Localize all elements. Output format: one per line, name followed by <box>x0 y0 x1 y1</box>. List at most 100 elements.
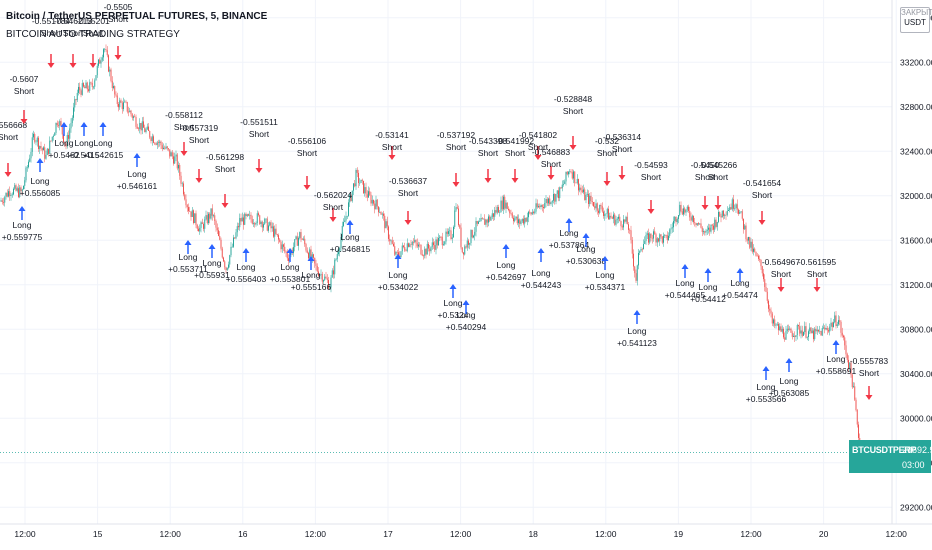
price-axis[interactable]: 29200.0029600.0030000.0030400.0030800.00… <box>900 13 932 513</box>
candle-body <box>766 291 768 301</box>
symbol-title[interactable]: Bitcoin / TetherUS PERPETUAL FUTURES, 5,… <box>6 11 268 22</box>
candle-body <box>90 82 92 83</box>
signal-value-label: +0.5324 <box>438 310 469 320</box>
candle-body <box>298 237 299 246</box>
candle-body <box>716 221 718 227</box>
candle-body <box>220 239 222 249</box>
candle-body <box>775 324 777 326</box>
candle-body <box>261 221 263 228</box>
time-axis[interactable]: 12:00 15 12:00 16 12:00 17 12:00 18 12:00 19 12:00… <box>14 529 907 539</box>
candle-body <box>364 187 366 194</box>
candle-body <box>703 231 704 233</box>
candle-body <box>245 213 247 217</box>
signal-value-label: +0.537864 <box>549 240 590 250</box>
candle-body <box>719 211 721 217</box>
signal-short: -0.561595 Short <box>798 257 836 292</box>
candle-body <box>171 152 173 157</box>
candle-body <box>40 145 42 149</box>
candle-body <box>734 208 736 209</box>
candle-body <box>288 258 289 261</box>
candle-body <box>530 212 532 215</box>
candle-body <box>578 179 579 191</box>
signal-type-label: -0.556106 <box>288 136 327 146</box>
signal-short: -0.55201 Short <box>76 16 110 68</box>
candle-body <box>28 161 29 168</box>
candle-body <box>748 236 749 241</box>
candle-body <box>308 252 309 259</box>
signal-type-label: Long <box>389 270 408 280</box>
candle-body <box>801 330 803 336</box>
candle-body <box>843 335 844 338</box>
candle-body <box>586 193 588 195</box>
candle-body <box>494 210 496 217</box>
candle-body <box>773 319 774 324</box>
candle-body <box>524 217 526 224</box>
candle-body <box>306 250 308 253</box>
signal-type-label: -0.541992 <box>496 136 535 146</box>
candle-body <box>641 249 643 250</box>
candle-body <box>685 209 687 213</box>
candle-body <box>115 94 117 96</box>
candle-body <box>221 248 223 258</box>
time-tick-label: 12:00 <box>886 529 908 539</box>
short-arrow-head <box>777 287 785 292</box>
currency-selector[interactable]: ЗАКРЫТО USDT <box>900 7 932 33</box>
candle-body <box>31 137 33 152</box>
candle-body <box>546 198 548 204</box>
candle-body <box>39 145 41 149</box>
candle-body <box>155 143 157 145</box>
candle-body <box>845 345 847 355</box>
candle-body <box>761 266 763 274</box>
signal-long: Long +0.534022 <box>378 254 418 292</box>
signal-type-label: -0.561298 <box>206 152 245 162</box>
signal-short: -0.564967 Short <box>762 257 800 292</box>
candle-body <box>365 187 367 195</box>
candle-body <box>374 203 376 210</box>
signal-long: Long +0.541123 <box>617 310 657 348</box>
candle-body <box>328 279 329 289</box>
candle-body <box>536 203 538 208</box>
candle-body <box>799 326 801 334</box>
candle-body <box>70 123 72 129</box>
signal-long: Long +0.540294 <box>446 300 486 332</box>
signal-type-label: Long <box>128 169 147 179</box>
strategy-title[interactable]: BITCOIN AUTO TRADING STRATEGY <box>6 29 180 40</box>
candle-body <box>756 255 758 257</box>
long-arrow-head <box>736 268 744 273</box>
candle-body <box>478 221 479 224</box>
candle-body <box>491 213 493 218</box>
candle-body <box>695 222 697 226</box>
signal-type-label: -0.536314 <box>603 132 642 142</box>
long-arrow-head <box>502 244 510 249</box>
signal-value-label: +0.553801 <box>270 274 311 284</box>
candle-body <box>228 264 229 268</box>
candle-body <box>423 255 424 257</box>
candle-body <box>836 324 838 326</box>
candle-body <box>818 329 819 332</box>
candle-body <box>786 328 788 331</box>
candle-body <box>508 208 509 211</box>
candle-body <box>460 227 462 248</box>
candle-body <box>825 328 827 330</box>
signal-short: -0.546213 Short <box>54 16 92 68</box>
long-arrow-head <box>449 284 457 289</box>
candle-body <box>76 92 78 101</box>
price-tick-label: 30400.00 <box>900 369 932 379</box>
candle-body <box>600 204 602 207</box>
signal-value-label: +0.558691 <box>816 366 857 376</box>
candle-body <box>815 328 817 332</box>
candle-body <box>438 237 439 246</box>
candle-body <box>805 326 807 338</box>
currency-label: USDT <box>904 18 926 27</box>
signal-type-label: Long <box>577 244 596 254</box>
signal-value-label: +0.542697 <box>486 272 527 282</box>
candle-body <box>779 326 781 331</box>
candle-body <box>198 228 199 232</box>
signal-value-label: Short <box>297 148 318 158</box>
candle-body <box>461 247 463 253</box>
signal-type-label: Long <box>13 220 32 230</box>
candle-body <box>355 169 357 187</box>
signal-short: -0.541802 Short <box>519 130 557 160</box>
candle-body <box>229 255 231 265</box>
